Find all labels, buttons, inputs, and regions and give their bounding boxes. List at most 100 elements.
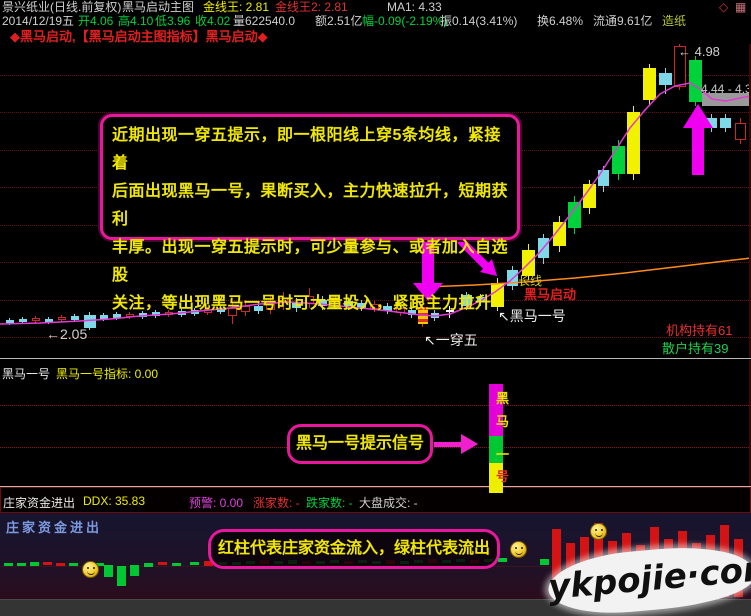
fund-bar <box>172 563 181 566</box>
gridline <box>0 112 749 113</box>
gold-line-2: 金线王2: 2.81 <box>275 0 348 14</box>
high-price-label: ← 4.98 <box>678 44 720 59</box>
candle <box>461 44 472 358</box>
chart-overlay <box>0 82 749 325</box>
annotation-arrow-shaft <box>434 442 462 447</box>
heima-start-label: 黑马启动 <box>524 287 577 302</box>
fund-annotation-box: 红柱代表庄家资金流入，绿柱代表流出 <box>208 529 500 569</box>
open-value: 开4.06 <box>78 14 114 28</box>
fund-bar <box>130 565 139 576</box>
signal-bar-char: 一 <box>496 447 510 462</box>
fund-bar <box>17 563 26 566</box>
diamond-icon[interactable]: ◇ <box>719 0 729 14</box>
candle <box>32 44 40 358</box>
info-bar: 2014/12/19五 开4.06 高4.10 低3.96 收4.02 量622… <box>0 14 751 28</box>
annotation-line-2: 后面出现黑马一号，果断买入，主力快速拉升，短期获利 <box>112 183 509 228</box>
candle <box>598 44 609 358</box>
amount-value: 额2.51亿 <box>315 14 363 28</box>
gridline <box>0 75 749 76</box>
heima-one-label: ↖黑马一号 <box>498 308 566 324</box>
candle <box>344 44 353 358</box>
fund-bar <box>43 562 52 565</box>
ma1-value: MA1: 4.33 <box>387 0 442 14</box>
candle <box>491 44 504 358</box>
annotation-line-1: 近期出现一穿五提示，即一根阳线上穿5条均线，紧接着 <box>112 127 501 172</box>
smiley-icon <box>82 561 99 578</box>
candle <box>720 44 731 358</box>
candle <box>735 44 746 358</box>
panel-divider-1 <box>0 358 751 359</box>
candle <box>58 44 66 358</box>
panel3-title: 庄家资金进出 <box>3 496 76 510</box>
low-value: 低3.96 <box>155 14 191 28</box>
float-shares: 流通9.61亿 <box>593 14 653 28</box>
alert-value: 预警: 0.00 <box>189 496 244 510</box>
fund-bar <box>56 563 65 566</box>
candle <box>553 44 566 358</box>
signal-bar-char: 黑 <box>496 391 510 406</box>
candle <box>446 44 454 358</box>
change-value: 幅-0.09(-2.19%) <box>362 14 448 28</box>
fund-bar <box>540 559 549 565</box>
heima-signal-bar <box>489 384 503 493</box>
turnover-value: 换6.48% <box>537 14 584 28</box>
signal-annotation-box: 黑马一号提示信号 <box>287 424 433 464</box>
panel-divider-2 <box>0 486 751 487</box>
advancers-value: 涨家数: - <box>253 496 300 510</box>
industry-tag: 造纸 <box>662 14 687 28</box>
gridline <box>0 337 749 338</box>
heima-indicator-panel[interactable]: 黑马一号 黑马一号指标: 0.00 黑马一号 黑马一号提示信号 <box>0 360 751 493</box>
board-title: 黑马启动主图 <box>122 0 195 14</box>
title-bar: 景兴纸业(日线.前复权) 黑马启动主图 金线王: 2.81 金线王2: 2.81… <box>0 0 751 14</box>
stock-title: 景兴纸业(日线.前复权) <box>2 0 122 14</box>
candle <box>318 44 327 358</box>
fund-flow-header: 庄家资金进出 DDX: 35.83 预警: 0.00 涨家数: - 跌家数: -… <box>0 487 751 513</box>
fund-bar <box>30 562 39 566</box>
fund-bar <box>190 562 199 565</box>
fund-bar <box>4 563 13 566</box>
retail-holding-label: 散户持有39 <box>662 341 729 356</box>
candle <box>408 44 416 358</box>
institution-holding-label: 机构持有61 <box>666 323 733 338</box>
candle <box>254 44 263 358</box>
signal-bar-segment <box>489 436 503 463</box>
candle <box>100 44 108 358</box>
market-volume-value: 大盘成交: - <box>359 496 418 510</box>
volume-value: 量622540.0 <box>233 14 296 28</box>
candle <box>139 44 147 358</box>
candle <box>370 44 379 358</box>
banner-text: ◆黑马启动,【黑马启动主图指标】黑马启动◆ <box>10 29 268 44</box>
price-range-label: 4.44 - 4.3 <box>701 82 751 96</box>
fund-bar <box>104 565 113 577</box>
candle <box>228 44 237 358</box>
candle <box>279 44 288 358</box>
decliners-value: 跌家数: - <box>306 496 353 510</box>
fund-bar <box>552 529 561 597</box>
main-chart[interactable]: ←2.05 ↖一穿五 ↖黑马一号 黑马启动 长线 ← 4.98 4.44 - 4… <box>0 44 751 358</box>
candle <box>583 44 596 358</box>
coin-smiley-icon <box>590 523 607 540</box>
candle <box>6 44 14 358</box>
candle <box>659 44 672 358</box>
changxian-label: 长线 <box>518 274 543 288</box>
candle <box>706 44 717 358</box>
yichuanwu-label: ↖一穿五 <box>424 332 478 348</box>
close-value: 收4.02 <box>195 14 231 28</box>
price-range-box <box>702 93 749 106</box>
fund-bar <box>144 563 153 567</box>
candle <box>292 44 301 358</box>
candle <box>568 44 581 358</box>
panel2-indicator-value: 黑马一号指标: 0.00 <box>56 367 159 381</box>
signal-down-arrow <box>413 237 443 301</box>
annotation-arrow-icon <box>461 434 478 454</box>
fund-panel-label: 庄家资金进出 <box>6 520 103 535</box>
signal-bar-segment <box>489 384 503 436</box>
fund-bar <box>117 566 126 586</box>
smiley-icon <box>510 541 527 558</box>
candle <box>357 44 366 358</box>
candle <box>689 44 702 358</box>
signal-diagonal-arrow <box>457 237 489 269</box>
indicator-banner: ◆黑马启动,【黑马启动主图指标】黑马启动◆ <box>0 30 751 44</box>
fund-bar <box>204 561 213 566</box>
grid-window-icon[interactable]: ▦ <box>735 0 747 14</box>
